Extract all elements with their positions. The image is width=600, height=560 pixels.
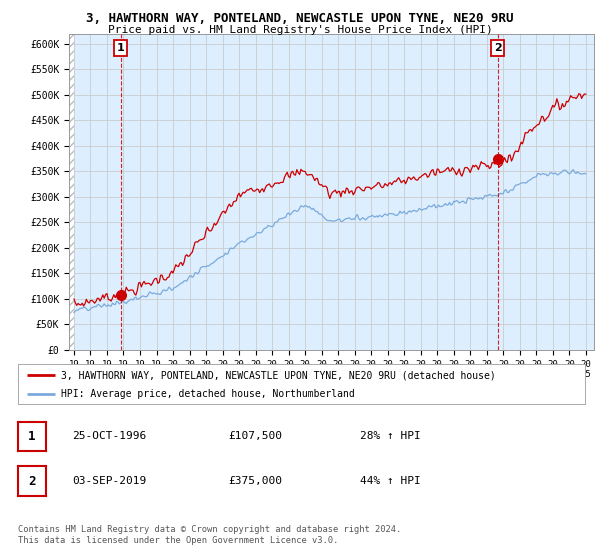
Text: Price paid vs. HM Land Registry's House Price Index (HPI): Price paid vs. HM Land Registry's House … [107, 25, 493, 35]
Text: 1: 1 [116, 43, 124, 53]
Text: 2: 2 [494, 43, 502, 53]
Text: £375,000: £375,000 [228, 476, 282, 486]
Text: 2: 2 [28, 474, 36, 488]
Text: Contains HM Land Registry data © Crown copyright and database right 2024.
This d: Contains HM Land Registry data © Crown c… [18, 525, 401, 545]
Text: 03-SEP-2019: 03-SEP-2019 [72, 476, 146, 486]
Text: 28% ↑ HPI: 28% ↑ HPI [360, 431, 421, 441]
Text: 1: 1 [28, 430, 36, 443]
Text: HPI: Average price, detached house, Northumberland: HPI: Average price, detached house, Nort… [61, 389, 354, 399]
Text: 3, HAWTHORN WAY, PONTELAND, NEWCASTLE UPON TYNE, NE20 9RU (detached house): 3, HAWTHORN WAY, PONTELAND, NEWCASTLE UP… [61, 370, 495, 380]
Text: 44% ↑ HPI: 44% ↑ HPI [360, 476, 421, 486]
Text: 25-OCT-1996: 25-OCT-1996 [72, 431, 146, 441]
Text: £107,500: £107,500 [228, 431, 282, 441]
Text: 3, HAWTHORN WAY, PONTELAND, NEWCASTLE UPON TYNE, NE20 9RU: 3, HAWTHORN WAY, PONTELAND, NEWCASTLE UP… [86, 12, 514, 25]
